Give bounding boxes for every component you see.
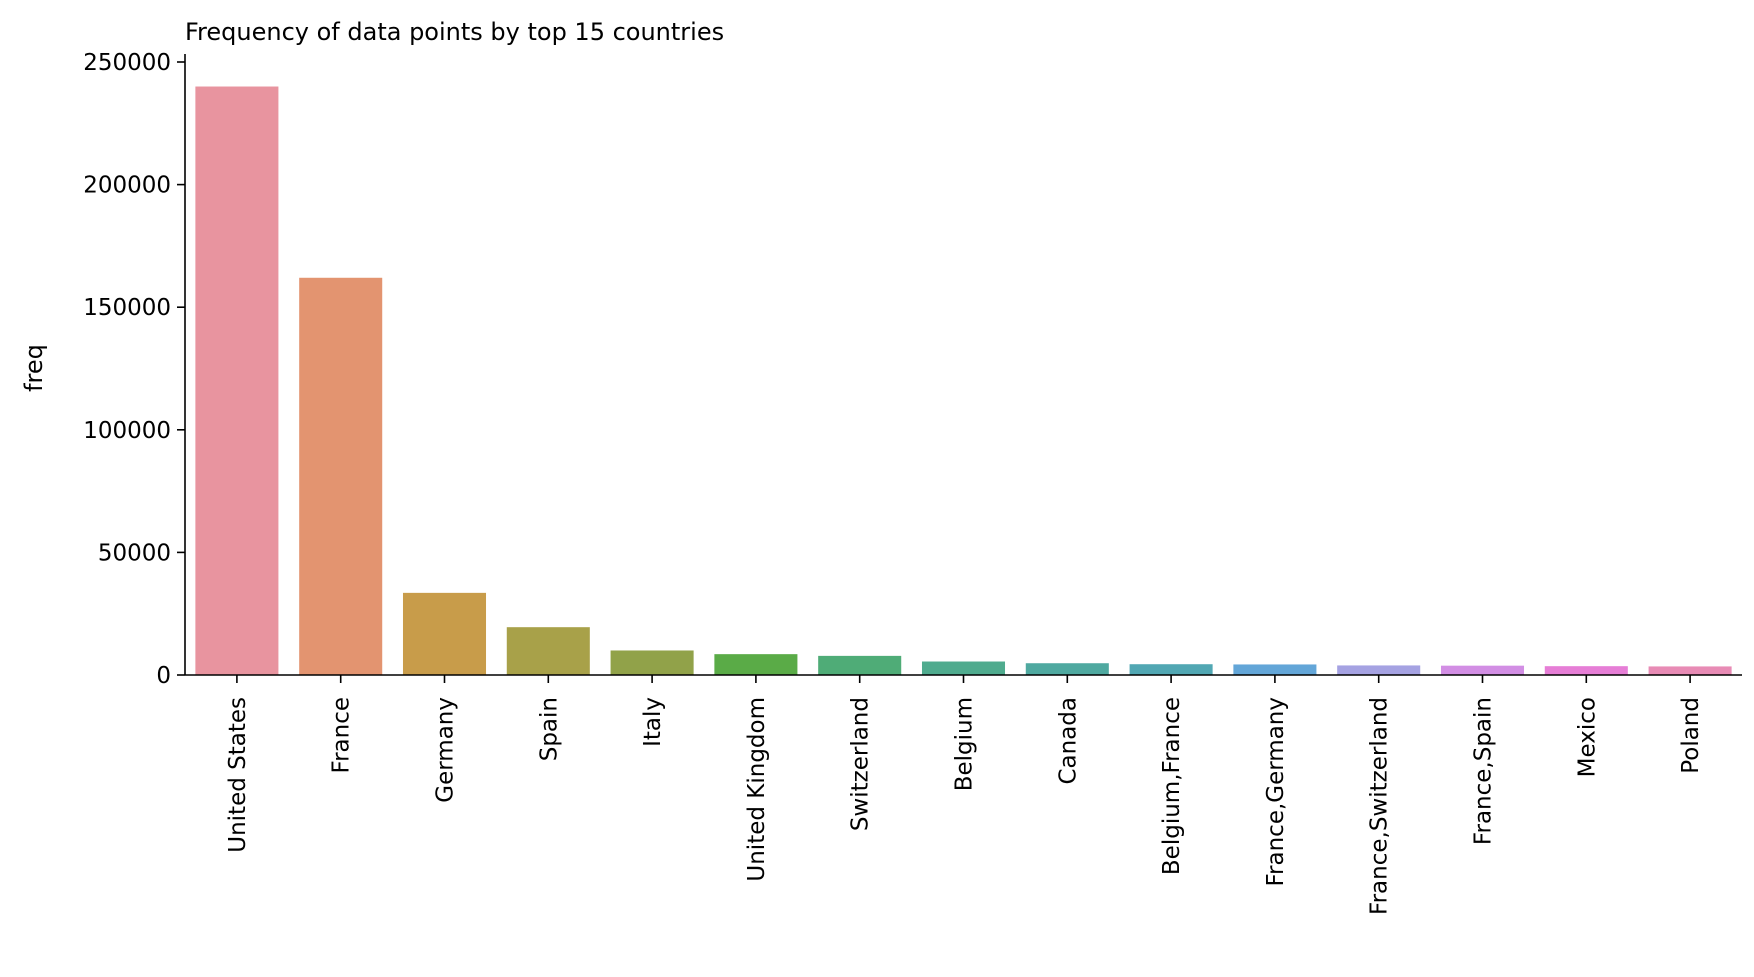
bar-france xyxy=(299,277,383,675)
y-tick-label: 0 xyxy=(156,663,171,689)
bars-group xyxy=(195,86,1732,675)
x-tick-label: United Kingdom xyxy=(744,697,770,882)
y-tick-label: 50000 xyxy=(98,540,171,566)
y-axis-ticks: 0 50000 100000 150000 200000 250000 xyxy=(83,50,185,689)
x-axis-ticks: United States France Germany Spain Italy Unit… xyxy=(225,675,1704,915)
bar-france-spain xyxy=(1440,665,1525,675)
bar-spain xyxy=(506,627,590,675)
x-tick-label: France,Germany xyxy=(1263,697,1289,887)
bar-canada xyxy=(1025,663,1109,675)
x-tick-label: Italy xyxy=(640,697,666,747)
bar-poland xyxy=(1648,666,1732,675)
bar-united-kingdom xyxy=(714,654,798,675)
x-tick-label: France xyxy=(329,697,355,773)
bar-france-switzerland xyxy=(1337,665,1421,675)
x-tick-label: Poland xyxy=(1678,697,1704,774)
x-tick-label: United States xyxy=(225,697,251,853)
y-tick-label: 250000 xyxy=(83,50,171,76)
y-tick-label: 100000 xyxy=(83,418,171,444)
x-tick-label: Spain xyxy=(536,697,562,761)
x-tick-label: Canada xyxy=(1055,697,1081,785)
y-tick-label: 150000 xyxy=(83,295,171,321)
chart-title: Frequency of data points by top 15 count… xyxy=(185,18,724,46)
bar-switzerland xyxy=(818,655,902,675)
x-tick-label: France,Switzerland xyxy=(1367,697,1393,915)
bar-mexico xyxy=(1544,666,1628,675)
bar-germany xyxy=(402,592,487,675)
bar-italy xyxy=(610,650,694,675)
bar-belgium xyxy=(921,661,1006,675)
bar-france-germany xyxy=(1233,664,1317,675)
x-tick-label: Germany xyxy=(433,697,459,803)
x-tick-label: Switzerland xyxy=(848,697,874,831)
y-axis-label: freq xyxy=(20,344,48,392)
bar-belgium-france xyxy=(1129,664,1213,675)
x-tick-label: Mexico xyxy=(1574,697,1600,777)
x-tick-label: Belgium xyxy=(952,697,978,791)
y-tick-label: 200000 xyxy=(83,173,171,199)
x-tick-label: Belgium,France xyxy=(1159,697,1185,875)
x-tick-label: France,Spain xyxy=(1471,697,1497,845)
bar-united-states xyxy=(195,86,279,675)
